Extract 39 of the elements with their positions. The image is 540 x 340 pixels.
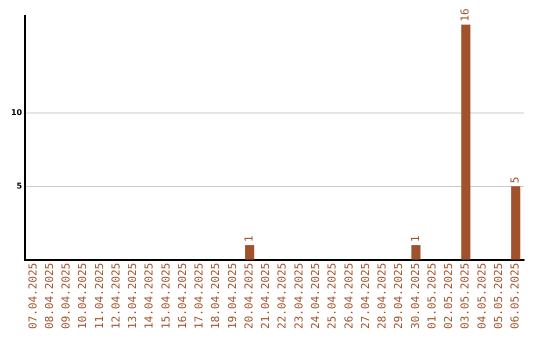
x-tick-label: 18.04.2025	[209, 262, 222, 330]
x-tick-label: 29.04.2025	[392, 262, 406, 330]
x-tick-label: 13.04.2025	[126, 262, 140, 330]
data-label: 16	[458, 8, 472, 22]
x-tick-label: 19.04.2025	[226, 262, 239, 330]
x-tick-label: 22.04.2025	[276, 262, 289, 330]
x-tick-label: 17.04.2025	[192, 262, 206, 330]
x-tick-label: 11.04.2025	[92, 262, 106, 330]
x-tick-label: 20.04.2025	[242, 262, 256, 330]
x-tick-label: 09.04.2025	[60, 262, 73, 330]
bar	[461, 24, 470, 260]
x-tick-label: 30.04.2025	[408, 262, 422, 330]
x-tick-label: 27.04.2025	[358, 262, 372, 330]
data-label: 5	[508, 176, 522, 184]
x-tick-label: 12.04.2025	[109, 262, 122, 330]
x-tick-label: 21.04.2025	[259, 262, 272, 330]
x-tick-label: 24.04.2025	[309, 262, 322, 330]
y-tick-label: 10	[10, 108, 23, 117]
bar	[511, 186, 520, 260]
x-tick-label: 25.04.2025	[326, 262, 339, 330]
x-tick-label: 14.04.2025	[142, 262, 156, 330]
x-tick-label: 01.05.2025	[425, 262, 438, 330]
x-tick-label: 15.04.2025	[159, 262, 172, 330]
x-tick-label: 04.05.2025	[475, 262, 488, 330]
x-tick-label: 02.05.2025	[442, 262, 456, 330]
data-label: 1	[242, 235, 256, 242]
x-tick-label: 28.04.2025	[376, 262, 389, 330]
x-tick-label: 10.04.2025	[76, 262, 90, 330]
x-tick-label: 08.04.2025	[42, 262, 56, 330]
x-tick-label: 16.04.2025	[176, 262, 189, 330]
bar	[411, 245, 420, 260]
x-tick-label: 07.04.2025	[26, 262, 40, 330]
x-tick-label: 05.05.2025	[492, 262, 505, 330]
data-label: 1	[408, 235, 422, 242]
x-tick-label: 23.04.2025	[292, 262, 306, 330]
x-tick-label: 06.05.2025	[508, 262, 522, 330]
bar	[245, 245, 254, 260]
x-tick-label: 03.05.2025	[458, 262, 472, 330]
x-tick-label: 26.04.2025	[342, 262, 356, 330]
